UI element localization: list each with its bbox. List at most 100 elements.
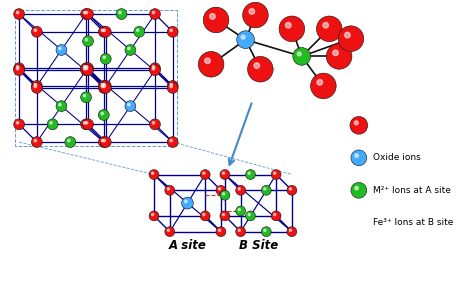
Circle shape (17, 122, 19, 124)
Circle shape (103, 56, 105, 58)
Circle shape (247, 56, 273, 82)
Circle shape (128, 103, 130, 106)
Circle shape (317, 16, 342, 42)
Circle shape (83, 65, 86, 68)
Circle shape (219, 188, 221, 190)
Circle shape (287, 185, 297, 195)
Circle shape (83, 122, 86, 124)
Circle shape (81, 92, 91, 103)
Circle shape (82, 63, 93, 74)
Circle shape (116, 9, 127, 20)
Circle shape (271, 170, 281, 180)
Circle shape (34, 139, 36, 142)
Circle shape (297, 52, 301, 56)
Circle shape (134, 26, 145, 37)
Circle shape (56, 45, 67, 55)
Circle shape (170, 139, 173, 142)
Circle shape (150, 9, 160, 20)
Circle shape (47, 119, 58, 130)
Circle shape (149, 170, 159, 180)
Circle shape (261, 227, 271, 237)
Circle shape (101, 85, 103, 88)
Circle shape (203, 172, 205, 174)
Circle shape (237, 31, 255, 48)
Circle shape (167, 137, 178, 147)
Circle shape (170, 85, 173, 88)
Circle shape (333, 50, 338, 56)
Circle shape (128, 47, 130, 50)
Circle shape (83, 11, 86, 14)
Circle shape (355, 154, 358, 157)
Text: M²⁺ Ions at A site: M²⁺ Ions at A site (373, 186, 450, 195)
Circle shape (167, 26, 178, 37)
Circle shape (350, 117, 368, 134)
Circle shape (317, 79, 323, 85)
Circle shape (82, 9, 93, 20)
Circle shape (219, 229, 221, 231)
Circle shape (65, 137, 76, 147)
Circle shape (273, 213, 276, 215)
Circle shape (14, 63, 25, 74)
Circle shape (83, 67, 86, 70)
Circle shape (338, 26, 364, 51)
Circle shape (264, 229, 266, 231)
Circle shape (271, 211, 281, 221)
Circle shape (81, 9, 91, 20)
Text: B Site: B Site (239, 239, 278, 252)
Circle shape (100, 83, 111, 93)
Circle shape (238, 208, 240, 211)
Circle shape (203, 213, 205, 215)
Circle shape (31, 83, 42, 93)
Circle shape (34, 29, 36, 32)
Circle shape (216, 227, 226, 237)
Circle shape (34, 85, 36, 88)
Circle shape (85, 39, 88, 41)
Circle shape (103, 85, 105, 88)
Circle shape (184, 200, 187, 203)
Circle shape (167, 83, 178, 93)
Circle shape (85, 65, 88, 68)
Circle shape (351, 182, 367, 198)
Circle shape (34, 83, 36, 86)
Circle shape (152, 67, 155, 70)
Circle shape (81, 65, 91, 76)
Circle shape (236, 227, 246, 237)
Circle shape (165, 185, 175, 195)
Circle shape (210, 13, 215, 19)
Circle shape (246, 211, 255, 221)
Circle shape (351, 150, 367, 166)
Circle shape (103, 29, 105, 32)
Circle shape (81, 119, 91, 130)
Circle shape (31, 137, 42, 147)
Circle shape (236, 206, 246, 216)
Circle shape (220, 211, 230, 221)
Circle shape (273, 172, 276, 174)
Circle shape (201, 211, 210, 221)
Circle shape (182, 197, 193, 209)
Circle shape (216, 185, 226, 195)
Circle shape (85, 122, 88, 124)
Circle shape (103, 139, 105, 142)
Circle shape (100, 26, 111, 37)
Circle shape (59, 47, 61, 50)
Circle shape (170, 83, 173, 86)
Circle shape (82, 65, 93, 76)
Circle shape (82, 36, 93, 46)
Circle shape (100, 53, 111, 64)
Circle shape (31, 81, 42, 91)
Circle shape (222, 213, 225, 215)
Circle shape (243, 2, 268, 28)
Text: Oxide ions: Oxide ions (373, 153, 420, 162)
Circle shape (236, 185, 246, 195)
Circle shape (14, 119, 25, 130)
Circle shape (254, 63, 260, 68)
Circle shape (50, 122, 52, 124)
Circle shape (241, 35, 245, 39)
Circle shape (125, 101, 136, 112)
Circle shape (14, 9, 25, 20)
Circle shape (99, 26, 109, 37)
Circle shape (167, 81, 178, 91)
Circle shape (82, 119, 93, 130)
Circle shape (290, 188, 292, 190)
Circle shape (99, 83, 109, 93)
